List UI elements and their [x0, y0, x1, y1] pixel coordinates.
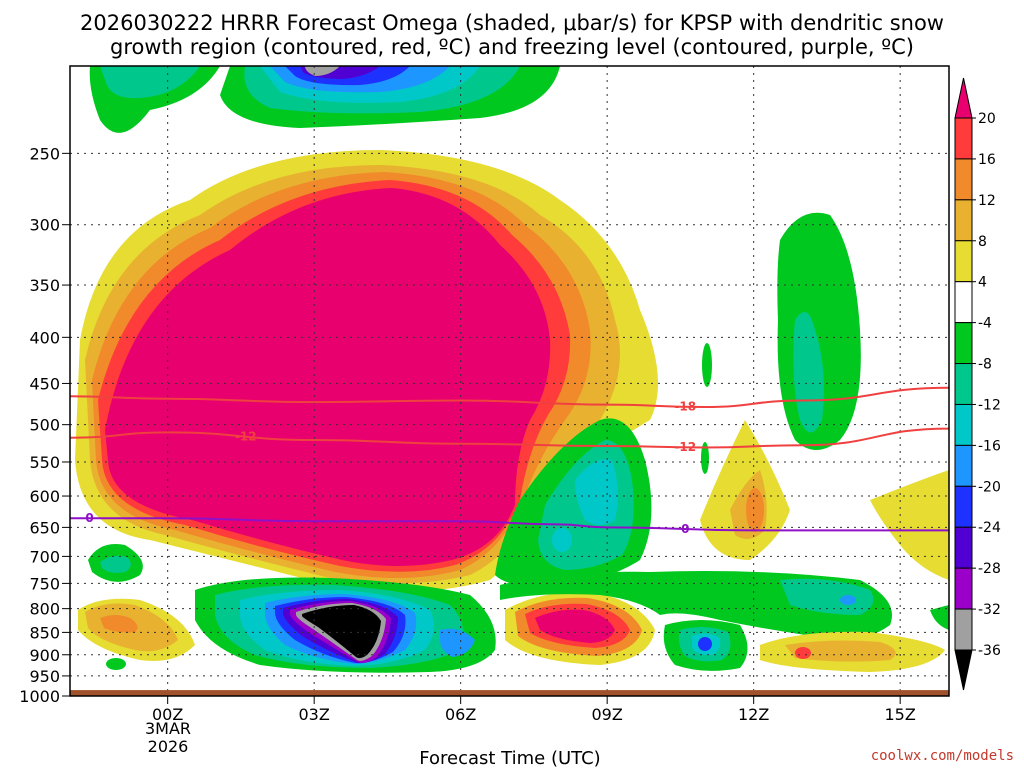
y-tick-label-850: 850	[29, 623, 60, 642]
colorbar-swatch-1	[954, 158, 973, 201]
y-tick-label-450: 450	[29, 374, 60, 393]
colorbar-tick-label-16: 16	[978, 152, 996, 168]
omega-08z-positive	[505, 591, 655, 665]
x-tick-label-09Z: 09Z	[592, 705, 623, 724]
x-tick-label-00Z: 00Z	[152, 705, 183, 724]
colorbar-tick-label--16: -16	[978, 438, 1001, 454]
colorbar-tick-label--24: -24	[978, 520, 1001, 536]
colorbar-bottom-arrow	[954, 649, 973, 691]
colorbar-tick-label-20: 20	[978, 111, 996, 127]
omega-09z-negative	[495, 418, 652, 587]
y-tick-label-750: 750	[29, 574, 60, 593]
y-tick-label-500: 500	[29, 416, 60, 435]
y-tick-label-250: 250	[29, 144, 60, 163]
colorbar-swatch-2	[954, 199, 973, 242]
chart-title-line2: growth region (contoured, red, ºC) and f…	[110, 35, 914, 59]
y-tick-label-700: 700	[29, 547, 60, 566]
ground-surface	[70, 690, 949, 696]
colorbar-tick-label--20: -20	[978, 479, 1001, 495]
colorbar-top-arrow	[954, 77, 973, 119]
x-tick-label-15Z: 15Z	[885, 705, 916, 724]
colorbar: 20 16 12 8 4 -4 -8 -12 -16 -20 -24 -28 -32 -36	[954, 77, 1001, 691]
y-tick-label-1000: 1000	[19, 687, 60, 706]
contour-label--12-0: -12	[235, 429, 257, 443]
y-tick-label-300: 300	[29, 216, 60, 235]
grid-lines	[70, 66, 949, 696]
colorbar-swatch-12	[954, 608, 973, 651]
date-label-month: 3MAR	[145, 719, 191, 738]
contour-label-0-1: 0	[681, 522, 689, 536]
colorbar-swatch-7	[954, 403, 973, 446]
colorbar-swatch-6	[954, 363, 973, 405]
y-tick-label-650: 650	[29, 518, 60, 537]
contour-lines: -18 -12 -12 0 0	[70, 386, 949, 536]
colorbar-tick-label--36: -36	[978, 643, 1001, 659]
y-tick-label-950: 950	[29, 667, 60, 686]
contour-line-0	[70, 517, 949, 532]
y-tick-label-800: 800	[29, 600, 60, 619]
contour-label--18-0: -18	[674, 400, 696, 414]
contour-label-0-0: 0	[85, 511, 93, 525]
colorbar-swatch-10	[954, 526, 973, 569]
colorbar-tick-label--12: -12	[978, 397, 1001, 413]
plot-frame	[69, 65, 950, 697]
x-tick-label-06Z: 06Z	[445, 705, 476, 724]
x-axis: 00Z 03Z 06Z 09Z 12Z 15Z	[152, 696, 916, 724]
colorbar-tick-label--4: -4	[978, 316, 992, 332]
contour-line--12	[70, 427, 949, 449]
x-axis-label: Forecast Time (UTC)	[419, 748, 600, 768]
date-label-year: 2026	[148, 737, 189, 756]
colorbar-tick-label-4: 4	[978, 275, 987, 291]
colorbar-swatch-3	[954, 240, 973, 283]
x-tick-label-03Z: 03Z	[299, 705, 330, 724]
omega-left-features	[78, 544, 195, 670]
y-tick-label-350: 350	[29, 276, 60, 295]
colorbar-tick-label--32: -32	[978, 602, 1001, 618]
omega-right-positive	[700, 420, 949, 672]
y-tick-label-550: 550	[29, 453, 60, 472]
colorbar-swatch-8	[954, 444, 973, 487]
omega-13z-negative	[701, 212, 861, 474]
chart-title-line1: 2026030222 HRRR Forecast Omega (shaded, …	[80, 11, 944, 35]
colorbar-swatch-4	[954, 281, 973, 324]
colorbar-swatch-9	[954, 485, 973, 528]
colorbar-swatch-0	[954, 117, 973, 160]
x-tick-label-12Z: 12Z	[738, 705, 769, 724]
y-tick-label-400: 400	[29, 328, 60, 347]
contour-line--18	[70, 386, 949, 409]
colorbar-tick-label-8: 8	[978, 234, 987, 250]
colorbar-swatch-11	[954, 567, 973, 610]
colorbar-tick-label--28: -28	[978, 561, 1001, 577]
omega-main-positive	[75, 150, 658, 592]
omega-right-lower	[500, 571, 949, 671]
colorbar-tick-label--8: -8	[978, 357, 992, 373]
colorbar-swatch-5	[954, 322, 973, 365]
plot-area: -18 -12 -12 0 0	[70, 66, 949, 696]
omega-upper-band	[89, 66, 560, 133]
colorbar-tick-label-12: 12	[978, 193, 996, 209]
credit-text: coolwx.com/models	[871, 748, 1014, 764]
contour-label--12-1: -12	[674, 440, 696, 454]
y-axis: 250 300 350 400 450 500 550 600 650 700 750 800 850 9…	[19, 144, 70, 706]
y-tick-label-600: 600	[29, 487, 60, 506]
y-tick-label-900: 900	[29, 646, 60, 665]
